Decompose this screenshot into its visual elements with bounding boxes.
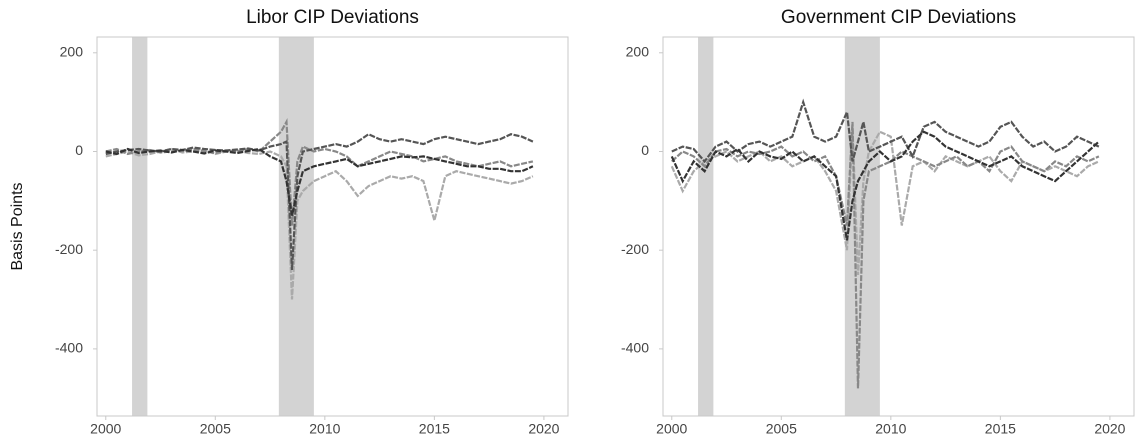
x-tick-label: 2020 bbox=[528, 421, 559, 437]
y-tick-label: 200 bbox=[626, 43, 650, 59]
series-line bbox=[105, 132, 534, 270]
chart-title: Government CIP Deviations bbox=[781, 7, 1016, 28]
x-tick-label: 2010 bbox=[875, 421, 906, 437]
y-tick-label: -400 bbox=[55, 340, 83, 356]
y-tick-label: 200 bbox=[60, 43, 84, 59]
y-axis-label: Basis Points bbox=[9, 182, 26, 270]
x-tick-label: 2005 bbox=[766, 421, 797, 437]
y-tick-label: -400 bbox=[621, 340, 649, 356]
x-tick-label: 2000 bbox=[90, 421, 121, 437]
x-tick-label: 2015 bbox=[419, 421, 450, 437]
x-tick-label: 2005 bbox=[200, 421, 231, 437]
shaded-region bbox=[698, 37, 714, 416]
y-tick-label: 0 bbox=[641, 142, 649, 158]
axes-frame bbox=[96, 36, 569, 417]
y-tick-label: -200 bbox=[55, 241, 83, 257]
chart-title: Libor CIP Deviations bbox=[246, 7, 419, 28]
x-tick-label: 2010 bbox=[309, 421, 340, 437]
y-tick-label: 0 bbox=[75, 142, 83, 158]
series-line bbox=[105, 147, 534, 216]
x-tick-label: 2020 bbox=[1094, 421, 1125, 437]
series-line bbox=[671, 121, 1100, 389]
series-line bbox=[670, 130, 1100, 241]
shaded-region bbox=[132, 37, 148, 416]
series-line bbox=[671, 98, 1100, 164]
axes-frame bbox=[662, 36, 1135, 417]
x-tick-label: 2015 bbox=[985, 421, 1016, 437]
y-tick-label: -200 bbox=[621, 241, 649, 257]
x-tick-label: 2000 bbox=[656, 421, 687, 437]
plot-area bbox=[670, 37, 1100, 416]
plot-area bbox=[105, 37, 534, 416]
series-line bbox=[105, 147, 534, 300]
